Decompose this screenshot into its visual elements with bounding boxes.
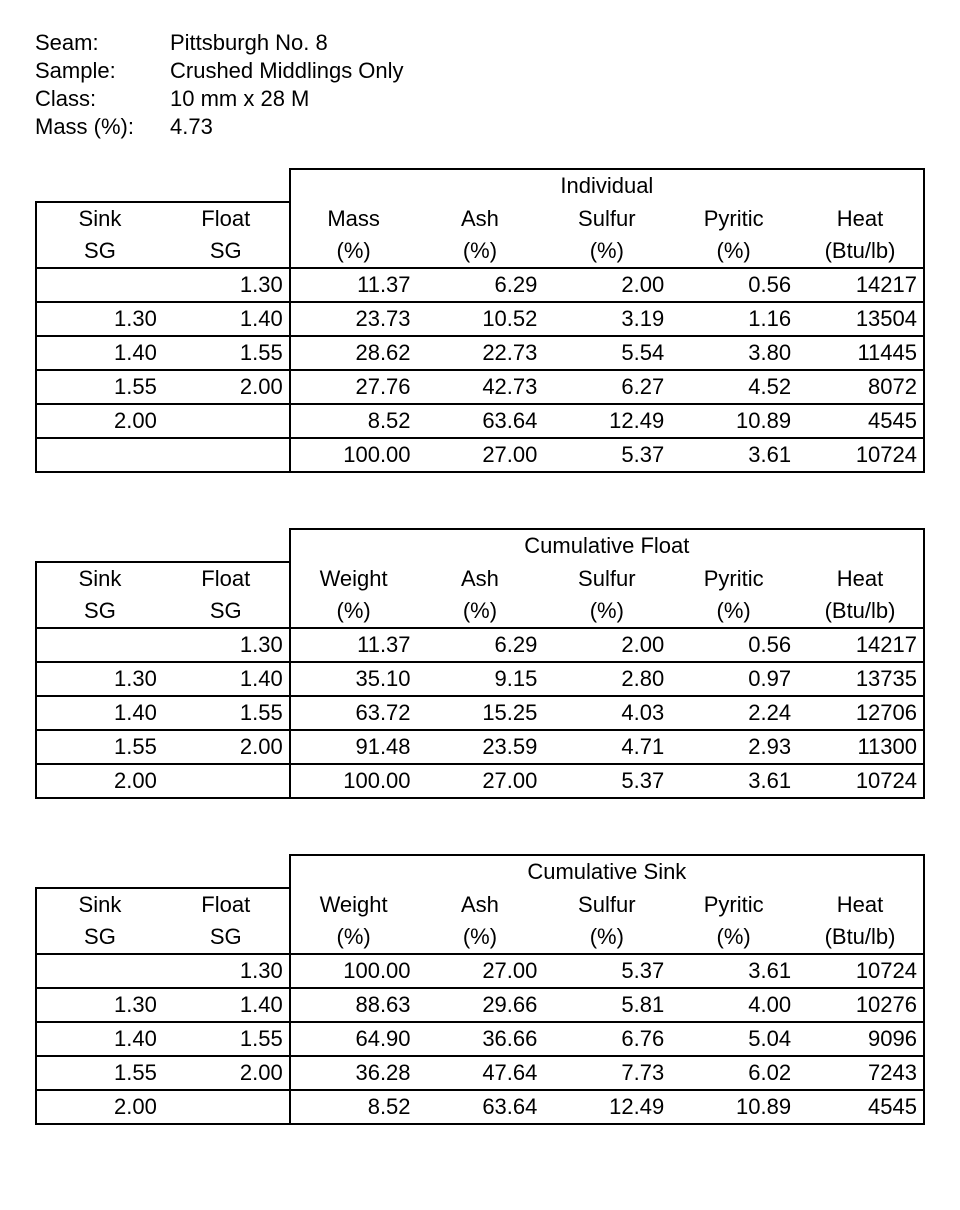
meta-sample: Sample: Crushed Middlings Only <box>35 58 925 84</box>
col-header: Mass <box>290 202 417 235</box>
col-subheader: SG <box>36 235 163 268</box>
table-row: 1.30 11.37 6.29 2.00 0.56 14217 <box>36 268 924 302</box>
table-row: 1.55 2.00 36.28 47.64 7.73 6.02 7243 <box>36 1056 924 1090</box>
col-header: Sulfur <box>543 202 670 235</box>
table-row: 1.30 1.40 35.10 9.15 2.80 0.97 13735 <box>36 662 924 696</box>
col-header: Heat <box>797 888 924 921</box>
table-row: 1.30 11.37 6.29 2.00 0.56 14217 <box>36 628 924 662</box>
meta-class: Class: 10 mm x 28 M <box>35 86 925 112</box>
table-row: 1.55 2.00 27.76 42.73 6.27 4.52 8072 <box>36 370 924 404</box>
table-header-row: SG SG (%) (%) (%) (%) (Btu/lb) <box>36 235 924 268</box>
col-subheader: (%) <box>417 921 544 954</box>
col-subheader: (%) <box>670 595 797 628</box>
table-title-row: Cumulative Float <box>36 529 924 562</box>
table-row: 1.40 1.55 63.72 15.25 4.03 2.24 12706 <box>36 696 924 730</box>
col-header: Sulfur <box>543 562 670 595</box>
col-header: Ash <box>417 888 544 921</box>
col-subheader: SG <box>163 921 290 954</box>
meta-mass: Mass (%): 4.73 <box>35 114 925 140</box>
col-subheader: (%) <box>543 595 670 628</box>
meta-seam: Seam: Pittsburgh No. 8 <box>35 30 925 56</box>
col-subheader: (%) <box>543 921 670 954</box>
table-row: 1.30 1.40 88.63 29.66 5.81 4.00 10276 <box>36 988 924 1022</box>
col-subheader: (%) <box>290 595 417 628</box>
col-subheader: SG <box>36 921 163 954</box>
table-row: 1.55 2.00 91.48 23.59 4.71 2.93 11300 <box>36 730 924 764</box>
col-header: Sink <box>36 562 163 595</box>
col-subheader: (%) <box>543 235 670 268</box>
col-header: Float <box>163 202 290 235</box>
table-row: 2.00 100.00 27.00 5.37 3.61 10724 <box>36 764 924 798</box>
metadata-block: Seam: Pittsburgh No. 8 Sample: Crushed M… <box>35 30 925 140</box>
table-row: 100.00 27.00 5.37 3.61 10724 <box>36 438 924 472</box>
table-header-row: Sink Float Mass Ash Sulfur Pyritic Heat <box>36 202 924 235</box>
table-title-row: Individual <box>36 169 924 202</box>
table-individual: Individual Sink Float Mass Ash Sulfur Py… <box>35 168 925 473</box>
table-header-row: Sink Float Weight Ash Sulfur Pyritic Hea… <box>36 888 924 921</box>
col-header: Sink <box>36 888 163 921</box>
meta-value: 10 mm x 28 M <box>170 86 309 112</box>
col-subheader: (%) <box>670 235 797 268</box>
table-header-row: SG SG (%) (%) (%) (%) (Btu/lb) <box>36 595 924 628</box>
col-header: Pyritic <box>670 562 797 595</box>
col-header: Pyritic <box>670 202 797 235</box>
col-header: Float <box>163 888 290 921</box>
meta-label: Class: <box>35 86 170 112</box>
table-row: 1.40 1.55 28.62 22.73 5.54 3.80 11445 <box>36 336 924 370</box>
col-subheader: (%) <box>290 921 417 954</box>
col-header: Ash <box>417 562 544 595</box>
meta-label: Sample: <box>35 58 170 84</box>
col-header: Ash <box>417 202 544 235</box>
col-subheader: (%) <box>417 595 544 628</box>
col-header: Sulfur <box>543 888 670 921</box>
table-title: Cumulative Float <box>290 529 924 562</box>
table-row: 1.40 1.55 64.90 36.66 6.76 5.04 9096 <box>36 1022 924 1056</box>
table-row: 1.30 100.00 27.00 5.37 3.61 10724 <box>36 954 924 988</box>
table-row: 2.00 8.52 63.64 12.49 10.89 4545 <box>36 1090 924 1124</box>
table-title: Cumulative Sink <box>290 855 924 888</box>
meta-label: Seam: <box>35 30 170 56</box>
col-subheader: SG <box>163 235 290 268</box>
table-cumulative-float: Cumulative Float Sink Float Weight Ash S… <box>35 528 925 799</box>
col-header: Weight <box>290 888 417 921</box>
table-title-row: Cumulative Sink <box>36 855 924 888</box>
col-subheader: (%) <box>290 235 417 268</box>
col-header: Heat <box>797 562 924 595</box>
meta-value: 4.73 <box>170 114 213 140</box>
col-subheader: (Btu/lb) <box>797 921 924 954</box>
table-title: Individual <box>290 169 924 202</box>
col-subheader: (Btu/lb) <box>797 235 924 268</box>
col-header: Sink <box>36 202 163 235</box>
col-subheader: (Btu/lb) <box>797 595 924 628</box>
col-header: Float <box>163 562 290 595</box>
col-header: Heat <box>797 202 924 235</box>
table-row: 1.30 1.40 23.73 10.52 3.19 1.16 13504 <box>36 302 924 336</box>
table-row: 2.00 8.52 63.64 12.49 10.89 4545 <box>36 404 924 438</box>
table-header-row: SG SG (%) (%) (%) (%) (Btu/lb) <box>36 921 924 954</box>
meta-value: Crushed Middlings Only <box>170 58 404 84</box>
col-header: Weight <box>290 562 417 595</box>
col-subheader: SG <box>163 595 290 628</box>
meta-label: Mass (%): <box>35 114 170 140</box>
col-subheader: (%) <box>417 235 544 268</box>
col-subheader: SG <box>36 595 163 628</box>
table-cumulative-sink: Cumulative Sink Sink Float Weight Ash Su… <box>35 854 925 1125</box>
table-header-row: Sink Float Weight Ash Sulfur Pyritic Hea… <box>36 562 924 595</box>
col-subheader: (%) <box>670 921 797 954</box>
col-header: Pyritic <box>670 888 797 921</box>
meta-value: Pittsburgh No. 8 <box>170 30 328 56</box>
